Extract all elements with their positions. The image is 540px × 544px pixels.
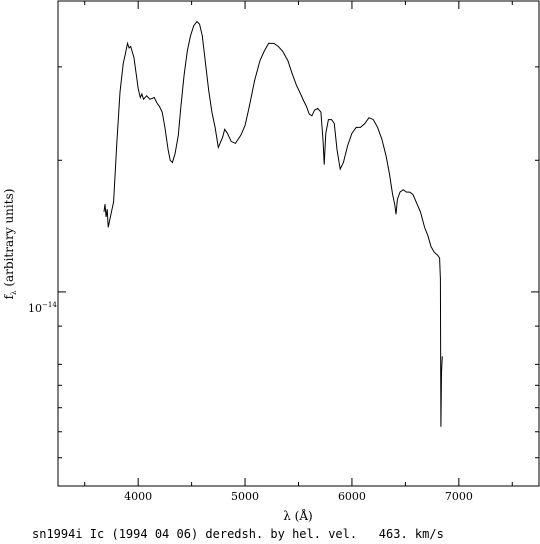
x-tick-label: 4000	[124, 490, 152, 503]
plot-caption: sn1994i Ic (1994 04 06) deredsh. by hel.…	[32, 527, 444, 541]
y-axis-label: fλ (arbitrary units)	[2, 189, 18, 300]
y-axis-label-subscript: λ	[10, 290, 18, 295]
x-tick-label: 7000	[445, 490, 473, 503]
y-axis-label-suffix: (arbitrary units)	[2, 189, 16, 291]
spectrum-line	[103, 20, 443, 427]
x-tick-label: 5000	[231, 490, 259, 503]
y-axis-label-group: fλ (arbitrary units)	[2, 189, 18, 300]
y-tick-label: 10−14	[28, 301, 57, 315]
x-tick-label: 6000	[338, 490, 366, 503]
plot-frame	[57, 0, 540, 487]
x-axis-ticks: 4000 5000 6000 7000	[84, 1, 513, 503]
y-axis-ticks	[58, 66, 539, 459]
x-axis-label: λ (Å)	[283, 508, 312, 523]
